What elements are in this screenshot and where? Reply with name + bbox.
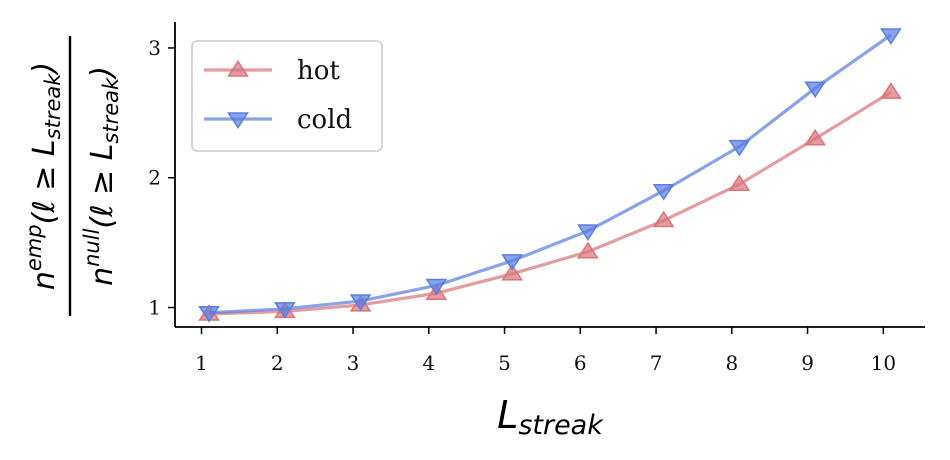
y-den-base: n [85, 267, 120, 286]
legend-marker-hot [227, 60, 249, 77]
y-den-sub: streak [99, 77, 123, 144]
data-point-cold [652, 183, 675, 201]
data-point-hot [576, 241, 599, 259]
legend-marker-cold [227, 112, 249, 129]
data-point-hot [728, 174, 751, 191]
data-point-cold [349, 294, 372, 311]
x-tick-label: 7 [650, 351, 663, 375]
x-tick-label: 1 [195, 351, 208, 375]
y-den-close: ) [85, 66, 120, 80]
axes: 1 2 3 4 5 6 7 8 9 10 1 2 3 [148, 22, 925, 375]
x-tick-label: 3 [347, 351, 360, 375]
data-point-cold [198, 305, 220, 323]
x-tick-label: 10 [871, 351, 896, 375]
data-point-cold [880, 28, 902, 45]
data-point-hot [880, 82, 902, 99]
x-tick-label: 9 [801, 351, 814, 375]
data-point-hot [652, 210, 675, 228]
y-den-sup: null [80, 228, 104, 266]
series-line-cold [209, 33, 892, 315]
y-tick-label: 1 [148, 296, 161, 320]
y-axis-label-numerator: nemp(ℓ ≥ Lstreak) [22, 62, 65, 290]
y-num-close: ) [27, 62, 62, 76]
x-tick-label: 2 [271, 351, 284, 375]
x-axis-label-main: L [497, 393, 518, 437]
legend-item-hot: hot [204, 56, 340, 86]
data-point-cold [273, 302, 296, 319]
y-axis-label: nemp(ℓ ≥ Lstreak) nnull(ℓ ≥ Lstreak) [22, 36, 123, 316]
y-num-sub: streak [41, 73, 65, 140]
data-point-hot [804, 128, 827, 146]
y-den-tail: (ℓ ≥ L [85, 144, 120, 229]
series-cold [198, 28, 902, 323]
y-axis-label-denominator: nnull(ℓ ≥ Lstreak) [80, 66, 123, 286]
y-num-sup: emp [22, 224, 46, 271]
data-point-cold [501, 254, 524, 271]
x-tick-label: 5 [498, 351, 511, 375]
legend-item-cold: cold [204, 105, 352, 135]
y-num-base: n [27, 271, 62, 290]
data-point-cold [728, 139, 751, 157]
y-tick-label: 2 [148, 166, 161, 190]
series-line-hot [209, 90, 892, 316]
legend-box [191, 40, 383, 152]
x-tick-label: 4 [422, 351, 435, 375]
x-tick-label: 6 [574, 351, 587, 375]
legend: hot cold [191, 40, 383, 152]
legend-label-hot: hot [297, 56, 340, 86]
data-point-hot [501, 263, 524, 281]
data-point-cold [425, 278, 448, 296]
x-axis-label-sub: streak [518, 410, 604, 441]
series-layer [198, 28, 902, 323]
x-tick-label: 8 [725, 351, 738, 375]
x-axis-label: Lstreak [497, 393, 604, 441]
y-num-tail: (ℓ ≥ L [27, 139, 62, 224]
data-point-cold [804, 81, 827, 99]
data-point-cold [576, 224, 599, 241]
y-tick-label: 3 [148, 36, 161, 60]
legend-label-cold: cold [297, 105, 352, 135]
